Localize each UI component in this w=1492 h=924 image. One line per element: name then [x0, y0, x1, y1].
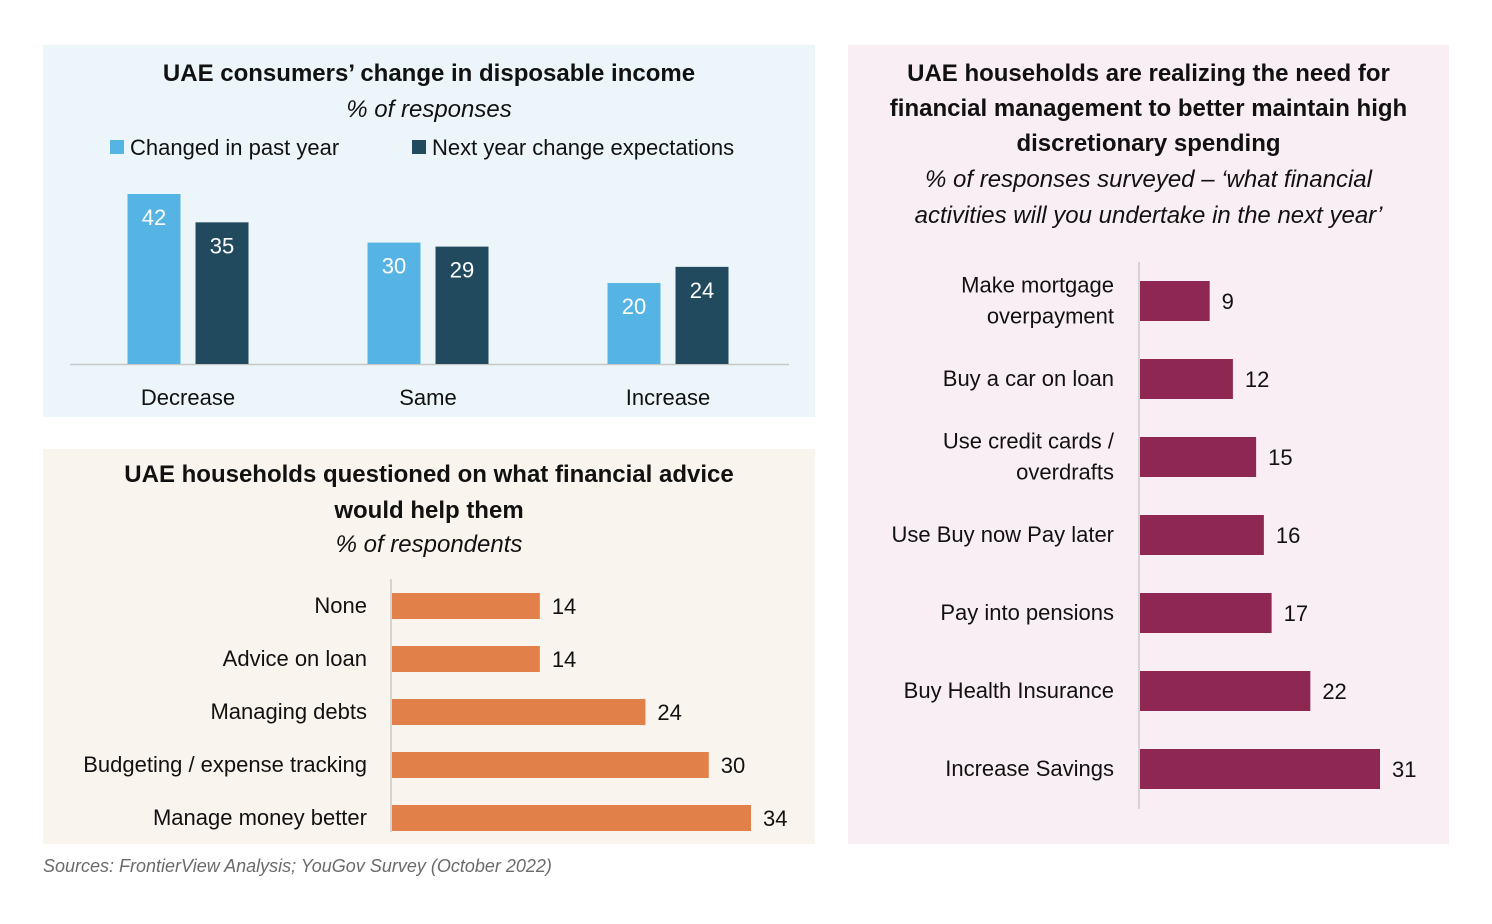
- bar-advice-on-loan: [392, 646, 540, 672]
- bar-same-series-2: [435, 246, 489, 364]
- legend-item-next-year: Next year change expectations: [412, 133, 734, 163]
- activities-chart-panel: UAE households are realizing the need fo…: [848, 45, 1449, 844]
- bar-make-mortgage-overpayment: [1140, 281, 1210, 321]
- bar-increase-series-2: [675, 266, 729, 364]
- data-label-manage-money-better: 34: [763, 806, 787, 831]
- category-label-use-buy-now-pay-later: Use Buy now Pay later: [891, 522, 1114, 547]
- category-label-make-mortgage-overpayment-line-1: Make mortgage: [961, 273, 1114, 298]
- data-label-buy-a-car-on-loan: 12: [1245, 367, 1269, 392]
- data-label-pay-into-pensions: 17: [1284, 601, 1308, 626]
- data-label-increase-savings: 31: [1392, 757, 1416, 782]
- data-label-advice-on-loan: 14: [552, 647, 576, 672]
- bar-none: [392, 593, 540, 619]
- category-label-same: Same: [399, 385, 456, 410]
- bar-managing-debts: [392, 699, 646, 725]
- data-label-managing-debts: 24: [657, 700, 681, 725]
- data-label-use-buy-now-pay-later: 16: [1276, 523, 1300, 548]
- category-label-decrease: Decrease: [141, 385, 235, 410]
- activities-chart-title-line-3: discretionary spending: [1016, 130, 1281, 157]
- advice-chart-title-line-1: UAE households questioned on what financ…: [124, 461, 734, 488]
- category-label-buy-health-insurance: Buy Health Insurance: [904, 678, 1114, 703]
- category-label-use-credit-cards-overdrafts-line-2: overdrafts: [1016, 460, 1114, 485]
- bar-same-series-1: [367, 242, 421, 364]
- advice-chart-plot: 14 None 14 Advice on loan 24 Managing debts 30…: [83, 579, 787, 832]
- legend-label-next-year: Next year change expectations: [432, 135, 735, 160]
- data-label-make-mortgage-overpayment: 9: [1222, 289, 1234, 314]
- category-label-make-mortgage-overpayment-line-2: overpayment: [987, 304, 1114, 329]
- legend-label-past-year: Changed in past year: [130, 135, 340, 160]
- category-label-budgeting-expense-tracking: Budgeting / expense tracking: [83, 752, 367, 777]
- data-label-same-series-1: 30: [382, 254, 406, 279]
- data-label-use-credit-cards-overdrafts: 15: [1268, 445, 1292, 470]
- data-label-buy-health-insurance: 22: [1322, 679, 1346, 704]
- data-label-decrease-series-2: 35: [210, 233, 234, 258]
- income-chart-plot: 42 35 Decrease 30 29 Same 20 24 Increase: [70, 194, 789, 410]
- data-label-none: 14: [552, 594, 576, 619]
- bar-increase-savings: [1140, 749, 1380, 789]
- advice-chart-title-line-2: would help them: [334, 497, 524, 524]
- income-chart-legend: Changed in past year Next year change ex…: [43, 133, 815, 163]
- income-change-chart-panel: UAE consumers’ change in disposable inco…: [43, 45, 815, 417]
- category-label-increase: Increase: [626, 385, 710, 410]
- income-chart-title: UAE consumers’ change in disposable inco…: [162, 60, 696, 87]
- activities-chart-title-line-1: UAE households are realizing the need fo…: [907, 60, 1390, 87]
- category-label-increase-savings: Increase Savings: [945, 756, 1114, 781]
- bar-manage-money-better: [392, 805, 751, 831]
- data-label-budgeting-expense-tracking: 30: [721, 753, 745, 778]
- bar-use-credit-cards-overdrafts: [1140, 437, 1257, 477]
- bar-pay-into-pensions: [1140, 593, 1272, 633]
- legend-swatch-next-year: [412, 140, 426, 155]
- advice-chart-subtitle: % of respondents: [335, 531, 523, 558]
- income-chart-subtitle: % of responses: [346, 96, 512, 123]
- activities-chart-title-line-2: financial management to better maintain …: [889, 95, 1408, 122]
- category-label-advice-on-loan: Advice on loan: [223, 646, 367, 671]
- category-label-none: None: [314, 593, 367, 618]
- category-label-managing-debts: Managing debts: [210, 699, 367, 724]
- activities-chart-plot: 9 Make mortgage overpayment 12 Buy a car on …: [891, 262, 1416, 809]
- bar-decrease-series-1: [127, 194, 181, 364]
- activities-chart-subtitle-line-1: % of responses surveyed – ‘what financia…: [925, 166, 1372, 193]
- category-label-buy-a-car-on-loan: Buy a car on loan: [943, 366, 1114, 391]
- data-label-decrease-series-1: 42: [142, 205, 166, 230]
- legend-swatch-past-year: [110, 140, 124, 155]
- bar-buy-health-insurance: [1140, 671, 1311, 711]
- data-label-increase-series-2: 24: [690, 278, 714, 303]
- legend-item-past-year: Changed in past year: [110, 133, 339, 163]
- data-label-same-series-2: 29: [450, 258, 474, 283]
- source-note: Sources: FrontierView Analysis; YouGov S…: [43, 856, 552, 876]
- activities-chart-subtitle-line-2: activities will you undertake in the nex…: [914, 202, 1383, 229]
- bar-increase-series-1: [607, 283, 661, 364]
- bar-use-buy-now-pay-later: [1140, 515, 1264, 555]
- advice-chart-panel: UAE households questioned on what financ…: [43, 449, 815, 844]
- data-label-increase-series-1: 20: [622, 294, 646, 319]
- category-label-use-credit-cards-overdrafts-line-1: Use credit cards /: [943, 429, 1115, 454]
- bar-buy-a-car-on-loan: [1140, 359, 1233, 399]
- bar-decrease-series-2: [195, 222, 249, 364]
- category-label-manage-money-better: Manage money better: [153, 805, 367, 830]
- category-label-pay-into-pensions: Pay into pensions: [940, 600, 1114, 625]
- bar-budgeting-expense-tracking: [392, 752, 709, 778]
